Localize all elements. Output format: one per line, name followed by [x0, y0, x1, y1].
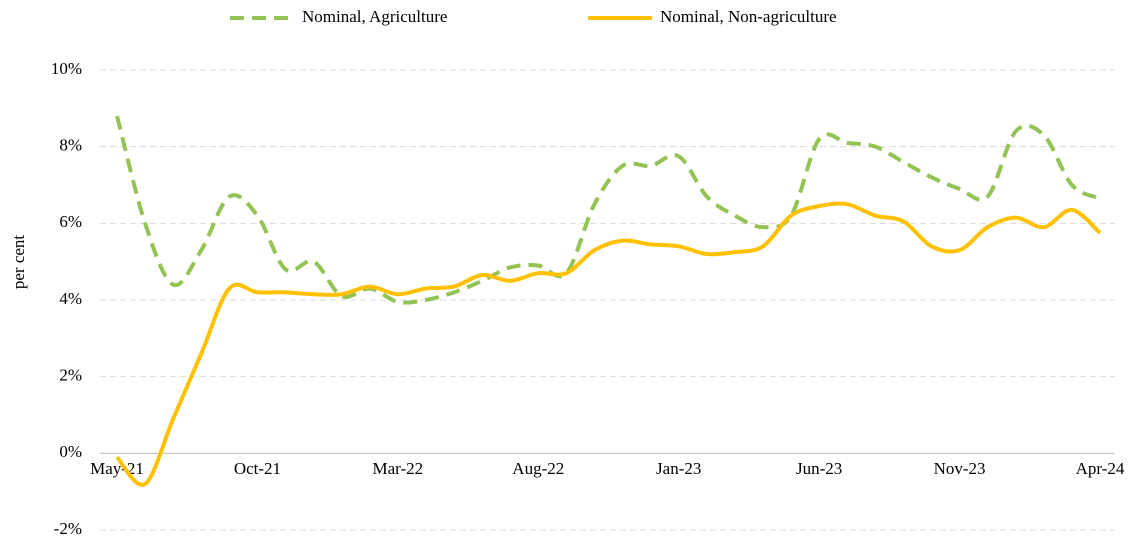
- y-tick-label: 4%: [59, 289, 82, 308]
- x-tick-label: Apr-24: [1076, 459, 1125, 478]
- line-series: [115, 115, 1101, 305]
- x-tick-label: May-21: [90, 459, 144, 478]
- legend-label: Nominal, Non-agriculture: [660, 7, 837, 26]
- x-tick-label: Nov-23: [934, 459, 986, 478]
- x-tick-label: Jan-23: [656, 459, 701, 478]
- line-series: [115, 201, 1102, 487]
- legend-label: Nominal, Agriculture: [302, 7, 447, 26]
- y-tick-label: 10%: [51, 59, 82, 78]
- y-tick-label: 8%: [59, 136, 82, 155]
- x-tick-label: Aug-22: [512, 459, 564, 478]
- y-axis-label: per cent: [9, 235, 28, 290]
- x-tick-label: Mar-22: [373, 459, 424, 478]
- x-tick-label: Jun-23: [796, 459, 842, 478]
- y-tick-label: 6%: [59, 212, 82, 231]
- y-tick-label: 2%: [59, 366, 82, 385]
- x-tick-label: Oct-21: [234, 459, 281, 478]
- y-tick-label: 0%: [59, 442, 82, 461]
- y-tick-label: -2%: [54, 519, 82, 538]
